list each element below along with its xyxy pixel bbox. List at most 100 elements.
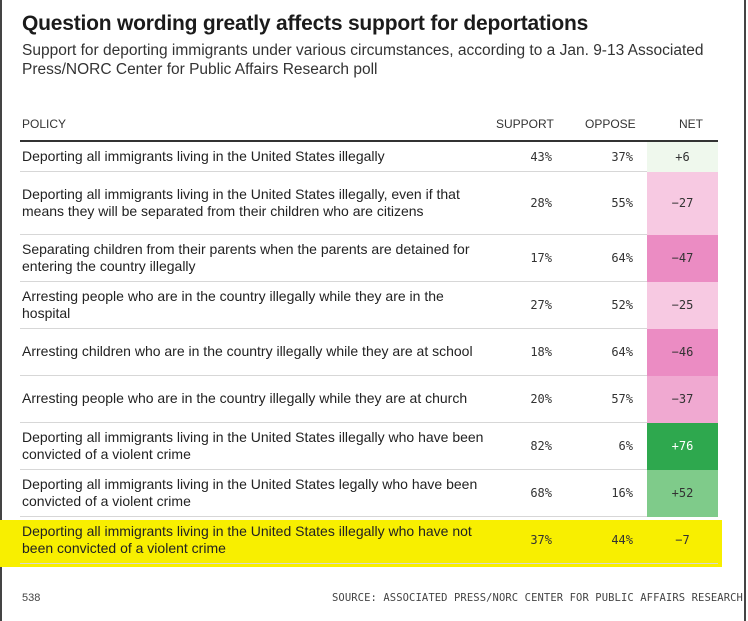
net-cell-text: −7: [675, 533, 690, 547]
policy-cell-text: Deporting all immigrants living in the U…: [22, 428, 484, 463]
column-header-oppose: OPPOSE: [585, 117, 636, 131]
net-cell-text: +76: [671, 439, 694, 453]
policy-cell-text: Arresting children who are in the countr…: [22, 343, 473, 360]
oppose-cell-text: 44%: [611, 533, 633, 547]
oppose-cell-text: 55%: [611, 196, 633, 210]
net-cell: +6: [647, 142, 718, 171]
policy-cell: Deporting all immigrants living in the U…: [22, 172, 492, 234]
support-cell-text: 43%: [530, 149, 552, 164]
net-cell-text: −25: [671, 298, 694, 312]
table-row: Deporting all immigrants living in the U…: [20, 423, 718, 470]
policy-cell: Deporting all immigrants living in the U…: [22, 423, 492, 469]
column-header-policy: POLICY: [22, 117, 67, 131]
policy-cell-text: Arresting people who are in the country …: [22, 390, 468, 407]
net-cell-text: +6: [675, 149, 690, 164]
chart-subtitle: Support for deporting immigrants under v…: [22, 42, 704, 78]
policy-cell: Arresting people who are in the country …: [22, 376, 492, 422]
policy-cell: Deporting all immigrants living in the U…: [22, 142, 492, 171]
support-cell-text: 18%: [530, 345, 552, 359]
policy-cell-text: Deporting all immigrants living in the U…: [22, 147, 385, 164]
oppose-cell: 37%: [580, 142, 633, 171]
oppose-cell: 52%: [580, 282, 633, 328]
policy-cell-text: Deporting all immigrants living in the U…: [22, 522, 472, 557]
oppose-cell-text: 16%: [611, 486, 633, 500]
policy-cell-text: Deporting all immigrants living in the U…: [22, 475, 478, 510]
net-cell: −46: [647, 329, 718, 375]
oppose-cell: 64%: [580, 329, 633, 375]
net-color-cell: [647, 376, 718, 423]
source-note: SOURCE: ASSOCIATED PRESS/NORC CENTER FOR…: [332, 592, 743, 604]
net-color-cell: [647, 470, 718, 517]
net-color-cell: [647, 423, 718, 470]
table-row: Deporting all immigrants living in the U…: [20, 517, 718, 564]
net-color-cell: [647, 142, 718, 172]
support-cell-text: 17%: [530, 251, 552, 265]
support-cell-text: 82%: [530, 439, 552, 453]
support-cell: 82%: [490, 423, 552, 469]
oppose-cell-text: 64%: [611, 251, 633, 265]
table-row: Deporting all immigrants living in the U…: [20, 470, 718, 517]
net-color-cell: [647, 282, 718, 329]
support-cell: 37%: [490, 517, 552, 563]
support-cell: 43%: [490, 142, 552, 171]
policy-cell: Deporting all immigrants living in the U…: [22, 517, 492, 563]
table-row: Arresting people who are in the country …: [20, 282, 718, 329]
support-cell-text: 68%: [530, 486, 552, 500]
support-cell-text: 27%: [530, 298, 552, 312]
oppose-cell: 57%: [580, 376, 633, 422]
net-cell-text: −27: [671, 196, 694, 210]
column-header-net: NET: [679, 117, 703, 131]
page-number: 538: [22, 592, 41, 604]
table-body: Deporting all immigrants living in the U…: [20, 142, 718, 564]
header-rule: [20, 140, 718, 142]
net-cell: −7: [647, 517, 718, 563]
table-row: Separating children from their parents w…: [20, 235, 718, 282]
policy-cell-text: Deporting all immigrants living in the U…: [22, 185, 460, 220]
policy-cell: Separating children from their parents w…: [22, 235, 492, 281]
oppose-cell: 55%: [580, 172, 633, 234]
table-row: Deporting all immigrants living in the U…: [20, 172, 718, 235]
net-cell: −37: [647, 376, 718, 422]
net-color-cell: [647, 172, 718, 235]
policy-cell-text: Separating children from their parents w…: [22, 240, 470, 275]
table-row: Deporting all immigrants living in the U…: [20, 142, 718, 172]
policy-cell: Arresting people who are in the country …: [22, 282, 492, 328]
net-cell: +76: [647, 423, 718, 469]
policy-cell: Deporting all immigrants living in the U…: [22, 470, 492, 516]
net-cell-text: −47: [671, 251, 694, 265]
support-cell-text: 20%: [530, 392, 552, 406]
net-cell-text: −37: [671, 392, 694, 406]
net-cell: −47: [647, 235, 718, 281]
oppose-cell: 44%: [580, 517, 633, 563]
highlighter-mark: [0, 520, 722, 567]
support-cell-text: 28%: [530, 196, 552, 210]
oppose-cell-text: 57%: [611, 392, 633, 406]
support-cell: 28%: [490, 172, 552, 234]
net-cell-text: +52: [671, 486, 694, 500]
oppose-cell-text: 64%: [611, 345, 633, 359]
support-cell-text: 37%: [530, 533, 552, 547]
support-cell: 20%: [490, 376, 552, 422]
oppose-cell-text: 52%: [611, 298, 633, 312]
net-color-cell: [647, 235, 718, 282]
oppose-cell-text: 6%: [618, 439, 633, 453]
oppose-cell: 6%: [580, 423, 633, 469]
column-header-support: SUPPORT: [496, 117, 554, 131]
support-cell: 18%: [490, 329, 552, 375]
net-cell-text: −46: [671, 345, 694, 359]
table-row: Arresting people who are in the country …: [20, 376, 718, 423]
net-color-cell: [647, 329, 718, 376]
table-row: Arresting children who are in the countr…: [20, 329, 718, 376]
net-cell: +52: [647, 470, 718, 516]
support-cell: 17%: [490, 235, 552, 281]
support-cell: 27%: [490, 282, 552, 328]
oppose-cell-text: 37%: [611, 149, 633, 164]
net-cell: −27: [647, 172, 718, 234]
chart-title: Question wording greatly affects support…: [22, 12, 589, 35]
policy-cell: Arresting children who are in the countr…: [22, 329, 492, 375]
oppose-cell: 64%: [580, 235, 633, 281]
oppose-cell: 16%: [580, 470, 633, 516]
net-cell: −25: [647, 282, 718, 328]
policy-cell-text: Arresting people who are in the country …: [22, 287, 444, 322]
